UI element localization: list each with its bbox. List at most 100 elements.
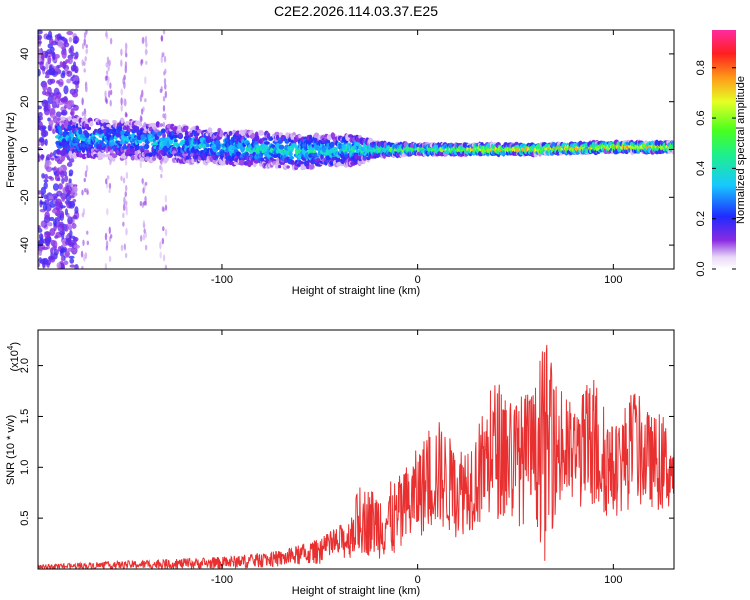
spectrogram-streak-mark xyxy=(162,105,166,112)
spectrogram-cell xyxy=(263,141,270,145)
snr-panel: -100 0 100 0.5 1.0 1.5 2.0 Height of straight … xyxy=(5,329,675,597)
spectrogram-streak-mark xyxy=(105,240,109,249)
spectrogram-cell xyxy=(155,121,160,128)
spectrogram-streak-mark xyxy=(83,68,86,73)
spectrogram-cell xyxy=(228,131,233,136)
spectrogram-noise-mark xyxy=(57,177,61,182)
spectrogram-noise-mark xyxy=(38,227,43,233)
spectrogram-streak-mark xyxy=(124,48,128,56)
spectrogram-noise-mark xyxy=(59,205,66,209)
spectrogram-cell xyxy=(110,141,115,146)
spectrogram-streak-mark xyxy=(84,170,88,178)
spectrogram-noise-mark xyxy=(60,111,67,116)
spectrogram-noise-mark xyxy=(38,48,42,52)
spectrogram-noise-mark xyxy=(44,211,50,220)
spectrogram-noise-mark xyxy=(68,200,75,209)
colorbar: 0.0 0.2 0.4 0.6 0.8 Normalized spectral ampl… xyxy=(695,30,747,277)
spectrogram-streak-mark xyxy=(144,47,148,56)
spectrogram-noise-mark xyxy=(38,250,42,256)
spectrogram-cell xyxy=(196,129,203,134)
spectrogram-streak-mark xyxy=(125,171,129,180)
spectrogram-noise-mark xyxy=(66,156,71,161)
spectrogram-noise-mark xyxy=(39,138,45,142)
spectrogram-streak-mark xyxy=(139,201,143,207)
snr-y-tick-label: 1.0 xyxy=(19,460,31,475)
spectrogram-noise-mark xyxy=(54,54,60,59)
spectrogram-streak-mark xyxy=(83,254,86,262)
spectrogram-streak-mark xyxy=(104,90,107,98)
spectrogram-noise-mark xyxy=(38,68,41,77)
chart-title: C2E2.2026.114.03.37.E25 xyxy=(274,3,438,19)
spectrogram-noise-mark xyxy=(59,170,65,178)
spectrogram-noise-mark xyxy=(58,183,63,190)
spectrogram-streak-mark xyxy=(86,188,89,194)
spectrogram-streak-mark xyxy=(120,175,123,182)
snr-x-tick-label: 100 xyxy=(604,574,622,586)
spectrogram-streak-mark xyxy=(109,99,112,107)
spectrogram-cell xyxy=(194,135,199,140)
spectrogram-cell xyxy=(259,131,265,136)
spectrogram-streak-mark xyxy=(160,160,163,165)
spectrogram-noise-mark xyxy=(38,115,41,124)
spectrogram-streak-mark xyxy=(160,34,164,42)
spectrogram-noise-mark xyxy=(38,190,43,195)
spectrogram-cell xyxy=(217,143,221,149)
spectrogram-noise-mark xyxy=(38,154,41,163)
spectrogram-streak-mark xyxy=(85,85,88,93)
spectrogram-streak-mark xyxy=(160,173,163,179)
spectrogram-streak-mark xyxy=(105,62,108,68)
spectrogram-noise-mark xyxy=(63,260,69,266)
spectrogram-noise-mark xyxy=(73,237,77,244)
spectrogram-cell xyxy=(67,116,72,122)
spectrogram-noise-mark xyxy=(65,223,69,232)
spectrogram-cell xyxy=(298,134,302,139)
spectrogram-noise-mark xyxy=(72,214,78,220)
spectrogram-ticks: -100 0 100 -40 -20 0 20 40 xyxy=(19,30,674,286)
spectrogram-cell xyxy=(304,160,310,168)
spectrogram-cell xyxy=(298,161,305,165)
spectrogram-noise-mark xyxy=(63,42,70,48)
spectrogram-streak-mark xyxy=(124,159,128,166)
spectrogram-noise-mark xyxy=(53,218,57,227)
spectrogram-cell xyxy=(134,150,139,156)
spectrogram-cell xyxy=(152,156,157,161)
spectrogram-streak-mark xyxy=(162,95,166,102)
spectrogram-streak-mark xyxy=(164,204,168,211)
spectrogram-noise-mark xyxy=(44,75,50,79)
spectrogram-cell xyxy=(308,164,315,170)
spectrogram-noise-mark xyxy=(49,216,55,222)
spectrogram-noise-mark xyxy=(70,108,75,117)
spectrogram-streak-mark xyxy=(86,230,89,235)
spectrogram-streak-mark xyxy=(162,121,166,128)
spectrogram-noise-mark xyxy=(66,162,73,167)
spectrogram-cell xyxy=(289,155,294,160)
spectrogram-noise-mark xyxy=(69,235,76,239)
spectrogram-panel: -100 0 100 -40 -20 0 20 40 Height of straight l… xyxy=(5,29,675,297)
spectrogram-cell xyxy=(156,131,163,136)
spectrogram-noise-mark xyxy=(48,195,54,200)
spectrogram-noise-mark xyxy=(75,84,79,89)
spectrogram-noise-mark xyxy=(45,61,49,70)
spectrogram-streak-mark xyxy=(125,184,128,192)
spectrogram-x-tick-label: 0 xyxy=(415,274,421,286)
spectrogram-noise-mark xyxy=(66,78,72,84)
spectrogram-streak-mark xyxy=(142,219,146,228)
spectrogram-streak-mark xyxy=(144,195,147,203)
spectrogram-noise-mark xyxy=(57,223,65,233)
spectrogram-noise-mark xyxy=(64,240,72,246)
spectrogram-streak-mark xyxy=(109,234,113,239)
spectrogram-noise-mark xyxy=(64,104,68,109)
spectrogram-noise-mark xyxy=(65,234,70,239)
colorbar-tick-label: 0.4 xyxy=(695,161,707,176)
spectrogram-streak-mark xyxy=(81,111,85,117)
spectrogram-streak-mark xyxy=(84,56,87,62)
spectrogram-noise-mark xyxy=(53,248,59,256)
spectrogram-streak-mark xyxy=(82,208,86,216)
spectrogram-noise-mark xyxy=(38,40,42,45)
spectrogram-streak-mark xyxy=(124,252,128,259)
spectrogram-cell xyxy=(286,165,290,169)
spectrogram-cell xyxy=(330,132,335,139)
spectrogram-noise-mark xyxy=(45,259,52,266)
spectrogram-cell xyxy=(130,155,135,161)
spectrogram-x-tick-label: 100 xyxy=(604,274,622,286)
